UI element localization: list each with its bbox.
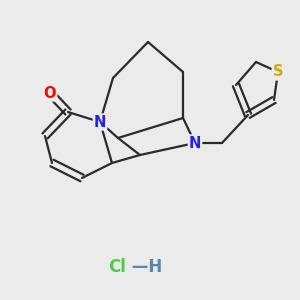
Text: —H: —H — [126, 258, 162, 276]
Text: Cl: Cl — [108, 258, 126, 276]
Text: S: S — [273, 64, 283, 80]
Text: N: N — [94, 115, 106, 130]
Text: O: O — [44, 85, 56, 100]
Text: N: N — [189, 136, 201, 151]
